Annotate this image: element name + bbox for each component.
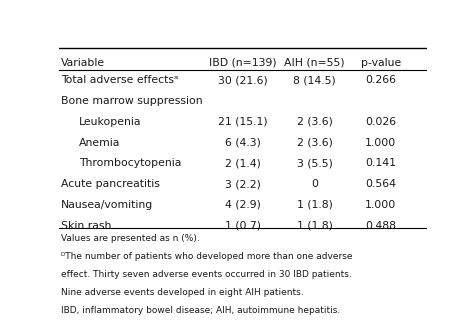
Text: 21 (15.1): 21 (15.1) — [218, 117, 268, 127]
Text: 30 (21.6): 30 (21.6) — [218, 75, 268, 85]
Text: Total adverse effectsᵃ: Total adverse effectsᵃ — [61, 75, 178, 85]
Text: 8 (14.5): 8 (14.5) — [293, 75, 336, 85]
Text: 1 (1.8): 1 (1.8) — [297, 221, 332, 231]
Text: 0.488: 0.488 — [365, 221, 396, 231]
Text: p-value: p-value — [361, 58, 401, 68]
Text: 6 (4.3): 6 (4.3) — [225, 137, 261, 148]
Text: effect. Thirty seven adverse events occurred in 30 IBD patients.: effect. Thirty seven adverse events occu… — [61, 270, 352, 279]
Text: 2 (3.6): 2 (3.6) — [297, 117, 332, 127]
Text: 2 (3.6): 2 (3.6) — [297, 137, 332, 148]
Text: 0.141: 0.141 — [365, 158, 396, 168]
Text: 1.000: 1.000 — [365, 137, 396, 148]
Text: Thrombocytopenia: Thrombocytopenia — [79, 158, 181, 168]
Text: IBD (n=139): IBD (n=139) — [209, 58, 277, 68]
Text: 1 (0.7): 1 (0.7) — [225, 221, 261, 231]
Text: 3 (5.5): 3 (5.5) — [297, 158, 332, 168]
Text: Anemia: Anemia — [79, 137, 120, 148]
Text: Leukopenia: Leukopenia — [79, 117, 141, 127]
Text: 0.026: 0.026 — [365, 117, 396, 127]
Text: 2 (1.4): 2 (1.4) — [225, 158, 261, 168]
Text: Nausea/vomiting: Nausea/vomiting — [61, 200, 153, 210]
Text: 3 (2.2): 3 (2.2) — [225, 179, 261, 189]
Text: Variable: Variable — [61, 58, 105, 68]
Text: 1.000: 1.000 — [365, 200, 396, 210]
Text: 1 (1.8): 1 (1.8) — [297, 200, 332, 210]
Text: Nine adverse events developed in eight AIH patients.: Nine adverse events developed in eight A… — [61, 288, 304, 297]
Text: AIH (n=55): AIH (n=55) — [284, 58, 345, 68]
Text: ᴰThe number of patients who developed more than one adverse: ᴰThe number of patients who developed mo… — [61, 252, 353, 261]
Text: Values are presented as n (%).: Values are presented as n (%). — [61, 234, 200, 243]
Text: IBD, inflammatory bowel disease; AIH, autoimmune hepatitis.: IBD, inflammatory bowel disease; AIH, au… — [61, 306, 340, 315]
Text: 0: 0 — [311, 179, 318, 189]
Text: 0.266: 0.266 — [365, 75, 396, 85]
Text: Bone marrow suppression: Bone marrow suppression — [61, 96, 203, 106]
Text: 0.564: 0.564 — [365, 179, 396, 189]
Text: Acute pancreatitis: Acute pancreatitis — [61, 179, 160, 189]
Text: Skin rash: Skin rash — [61, 221, 111, 231]
Text: 4 (2.9): 4 (2.9) — [225, 200, 261, 210]
